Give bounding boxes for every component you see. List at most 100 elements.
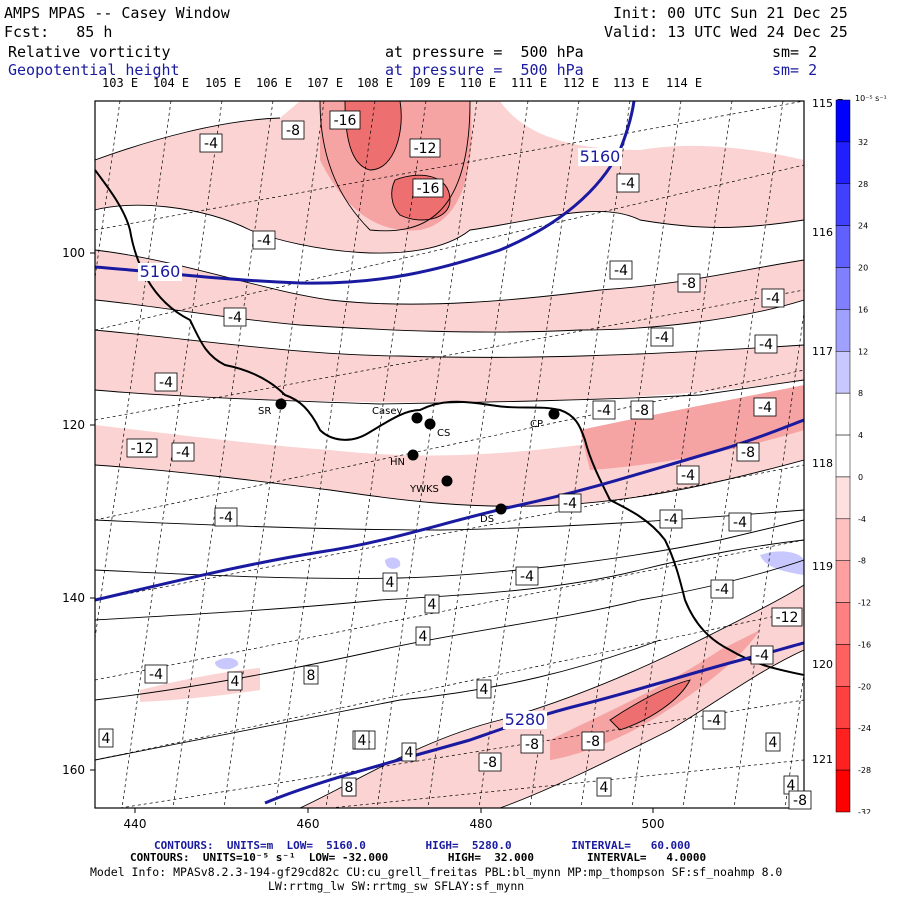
vort-contour [95,379,804,405]
colorbar-swatch [835,183,851,226]
x-tick-label: 500 [642,817,665,831]
colorbar-label: -4 [858,515,866,524]
colorbar-label: 0 [858,473,863,482]
vort-label-box [676,465,700,485]
vort-label: -16 [334,113,357,129]
vort-label-box [476,679,492,699]
meridian-line [478,101,580,808]
vort-label: -4 [563,496,577,512]
meridian-line [427,101,529,808]
vort-label: -8 [286,123,300,139]
colorbar-label: 16 [858,305,868,314]
vort-label: 4 [419,629,428,645]
vort-label-box [702,710,726,730]
top-lon-label: 112 E [563,76,600,90]
y-tick-label: 100 [62,246,85,260]
vort-label-box [710,579,734,599]
vort-contour [319,101,471,232]
vort-label-box [401,742,417,762]
vort-label: 4 [358,733,367,749]
vort-contour [391,174,451,221]
station-label: DS [480,514,494,525]
colorbar-label: 32 [858,138,868,147]
vort-label-box [303,665,319,685]
station-marker [441,475,453,487]
right-lon-label: 117 E [812,345,843,358]
colorbar-label: 4 [858,431,863,440]
colorbar-label: -12 [858,599,871,608]
plot-area [95,101,804,808]
footer-model-info: Model Info: MPASv8.2.3-194-gf29cd82c CU:… [90,865,783,879]
vort-label: -4 [733,515,747,531]
meridian-line [784,671,804,808]
right-lon-label: 121 E [812,753,843,766]
vort-label: -16 [417,181,440,197]
vort-label-box [144,664,168,684]
vort-label-box [581,731,605,751]
colorbar-label: 20 [858,264,868,273]
vort-label: -8 [741,445,755,461]
vort-label: -4 [766,291,780,307]
plot-frame [94,100,805,809]
colorbar-label: -16 [858,640,871,649]
vort-label-box [98,728,114,748]
field2-name: Geopotential height [8,61,180,79]
vort-label: 4 [769,735,778,751]
forecast-hour: Fcst: 85 h [4,23,113,41]
top-lon-label: 111 E [511,76,548,90]
top-lon-label: 110 E [460,76,497,90]
colorbar-swatch [835,476,851,520]
vort-label-box [424,594,440,614]
vort-label-box [252,230,276,250]
station-label: SR [258,406,271,417]
vort-label: -12 [776,610,799,626]
footer-physics-info: LW:rrtmg_lw SW:rrtmg_sw SFLAY:sf_mynn [268,879,525,893]
parallel-line [95,164,804,331]
vort-label: -4 [759,337,773,353]
neg-vort-region [610,680,690,730]
vort-label: -8 [586,734,600,750]
parallel-line [95,539,804,681]
top-lon-label: 105 E [205,76,242,90]
field2-smoothing: sm= 2 [772,61,818,79]
vort-label: -4 [149,667,163,683]
neg-vort-region [95,250,804,333]
vort-contour [95,639,661,761]
vort-contour [609,679,691,731]
vort-contour [95,204,804,254]
colorbar-swatch [835,602,851,645]
x-tick-label: 480 [470,817,493,831]
x-tick-label: 440 [124,817,147,831]
station-label: CP [530,419,543,430]
vort-label: -4 [614,263,628,279]
init-time: Init: 00 UTC Sun 21 Dec 25 [613,4,848,22]
vort-label-box [788,790,812,810]
parallel-line [329,759,804,808]
vort-contour [95,519,804,579]
meridian-line [529,101,631,808]
vort-label-box [558,493,582,513]
vort-label: -8 [525,737,539,753]
vort-label-box [609,260,633,280]
vort-label: -4 [204,136,218,152]
vort-label: 4 [787,778,796,794]
station-label: CS [437,428,450,439]
meridian-line [325,101,427,808]
vort-label-box [761,288,785,308]
vort-label: -8 [682,276,696,292]
parallel-line [95,369,804,521]
vort-contour [499,649,804,808]
x-tick-label: 460 [297,817,320,831]
colorbar-swatch [835,518,851,561]
station-marker [411,412,423,424]
colorbar-swatch [835,727,851,771]
vort-label-box [329,110,361,130]
meridian-line [733,310,804,808]
station-marker [548,408,560,420]
vort-contour [344,101,402,171]
y-tick-label: 140 [62,591,85,605]
height-contour-5220 [95,418,804,602]
colorbar-swatch [835,309,851,352]
vort-contour [95,117,281,161]
station-label: Casey [372,406,402,417]
